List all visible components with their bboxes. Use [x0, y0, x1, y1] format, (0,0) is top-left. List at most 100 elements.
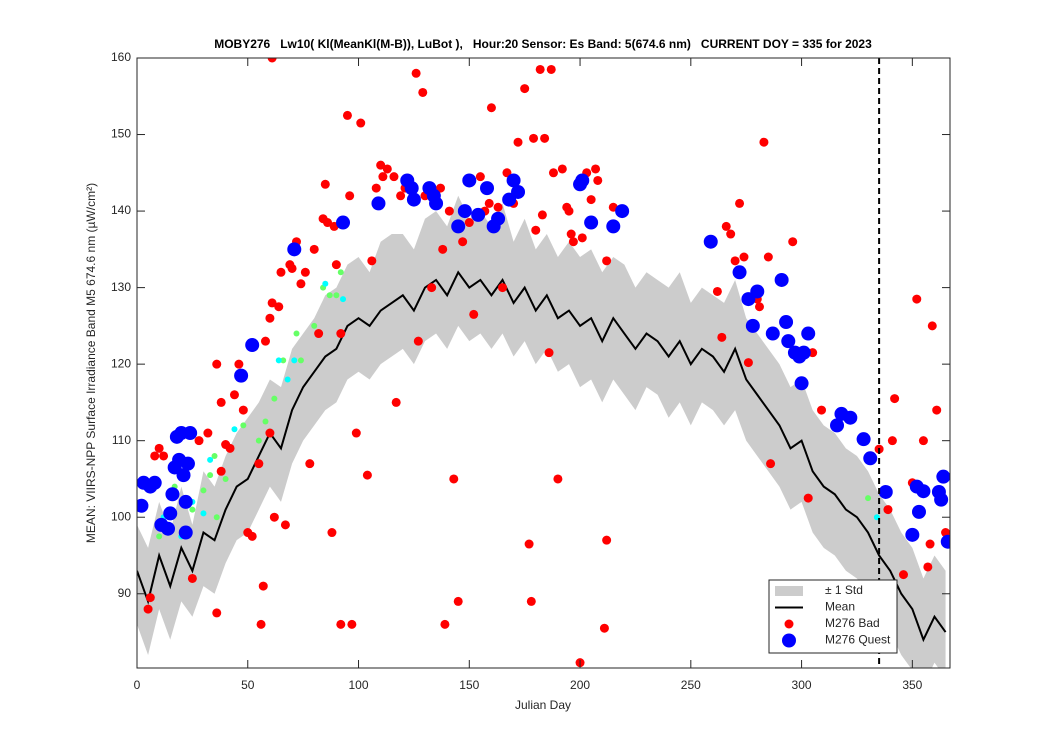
- std-band: [137, 195, 946, 668]
- legend-label: ± 1 Std: [825, 583, 863, 597]
- legend: ± 1 Std Mean M276 Bad M276 Quest: [768, 579, 898, 654]
- scatter-point: [296, 279, 306, 289]
- scatter-point: [371, 196, 386, 211]
- scatter-point: [247, 531, 257, 541]
- x-tick-label: 200: [570, 678, 590, 692]
- scatter-point: [940, 534, 950, 549]
- scatter-point: [165, 487, 180, 502]
- scatter-point: [936, 469, 950, 484]
- scatter-point: [267, 58, 277, 63]
- scatter-point: [779, 315, 794, 330]
- scatter-point: [327, 528, 337, 538]
- scatter-point: [362, 470, 372, 480]
- scatter-point: [391, 397, 401, 407]
- scatter-point: [568, 237, 578, 247]
- scatter-point: [305, 459, 315, 469]
- scatter-point: [739, 252, 749, 262]
- scatter-point: [150, 451, 160, 461]
- scatter-point: [159, 451, 169, 461]
- scatter-point: [584, 215, 599, 230]
- scatter-point: [606, 219, 621, 234]
- scatter-point: [314, 329, 324, 339]
- scatter-point: [794, 376, 809, 391]
- scatter-point: [557, 164, 567, 174]
- scatter-point: [865, 495, 872, 502]
- scatter-point: [229, 390, 239, 400]
- y-tick-label: 120: [111, 356, 131, 370]
- scatter-point: [863, 451, 878, 466]
- scatter-point: [382, 164, 392, 174]
- scatter-point: [267, 298, 277, 308]
- scatter-point: [271, 395, 278, 402]
- scatter-point: [546, 64, 556, 74]
- scatter-point: [418, 87, 428, 97]
- scatter-point: [404, 181, 419, 196]
- scatter-point: [566, 229, 576, 239]
- axes-box: [136, 57, 951, 669]
- scatter-point: [287, 263, 297, 273]
- y-tick-label: 100: [111, 509, 131, 523]
- scatter-point: [529, 133, 539, 143]
- scatter-point: [916, 484, 931, 499]
- scatter-point: [475, 172, 485, 182]
- scatter-point: [462, 173, 477, 188]
- x-tick-label: 50: [241, 678, 255, 692]
- chart-title: MOBY276 Lw10( Kl(MeanKl(M-B)), LuBot ), …: [214, 37, 872, 51]
- scatter-point: [265, 428, 275, 438]
- scatter-point: [801, 326, 816, 341]
- scatter-point: [163, 506, 178, 521]
- scatter-point: [449, 474, 459, 484]
- scatter-point: [438, 244, 448, 254]
- scatter-point: [280, 520, 290, 530]
- scatter-point: [207, 456, 214, 463]
- scatter-point: [225, 443, 235, 453]
- scatter-point: [444, 206, 454, 216]
- scatter-point: [743, 358, 753, 368]
- scatter-point: [212, 359, 222, 369]
- scatter-point: [553, 474, 563, 484]
- scatter-point: [493, 202, 503, 212]
- scatter-point: [255, 437, 262, 444]
- scatter-point: [912, 294, 922, 304]
- scatter-point: [599, 623, 609, 633]
- scatter-point: [429, 196, 444, 211]
- scatter-point: [333, 292, 340, 299]
- scatter-point: [189, 506, 196, 513]
- scatter-point: [453, 596, 463, 606]
- scatter-point: [342, 110, 352, 120]
- scatter-point: [726, 229, 736, 239]
- scatter-point: [511, 184, 526, 199]
- scatter-point: [491, 211, 506, 226]
- x-tick-label: 150: [459, 678, 479, 692]
- scatter-point: [803, 493, 813, 503]
- scatter-point: [187, 573, 197, 583]
- scatter-point: [427, 283, 437, 293]
- scatter-point: [878, 484, 893, 499]
- y-axis-label: MEAN: VIIRS-NPP Surface Irradiance Band …: [84, 183, 98, 543]
- scatter-point: [340, 296, 347, 303]
- scatter-point: [231, 426, 238, 433]
- scatter-point: [531, 225, 541, 235]
- scatter-point: [730, 256, 740, 266]
- scatter-point: [788, 237, 798, 247]
- legend-swatch: [775, 586, 803, 596]
- scatter-point: [526, 596, 536, 606]
- scatter-point: [887, 436, 897, 446]
- scatter-point: [356, 118, 366, 128]
- scatter-point: [323, 218, 333, 228]
- scatter-point: [480, 181, 495, 196]
- scatter-point: [376, 160, 386, 170]
- scatter-point: [291, 357, 298, 364]
- scatter-point: [451, 219, 466, 234]
- scatter-point: [371, 183, 381, 193]
- scatter-point: [506, 173, 521, 188]
- scatter-point: [717, 332, 727, 342]
- scatter-point: [254, 459, 264, 469]
- legend-label: M276 Bad: [825, 616, 880, 630]
- scatter-point: [145, 593, 155, 603]
- scatter-point: [513, 137, 523, 147]
- scatter-point: [721, 221, 731, 231]
- y-tick-label: 160: [111, 50, 131, 64]
- scatter-point: [143, 604, 153, 614]
